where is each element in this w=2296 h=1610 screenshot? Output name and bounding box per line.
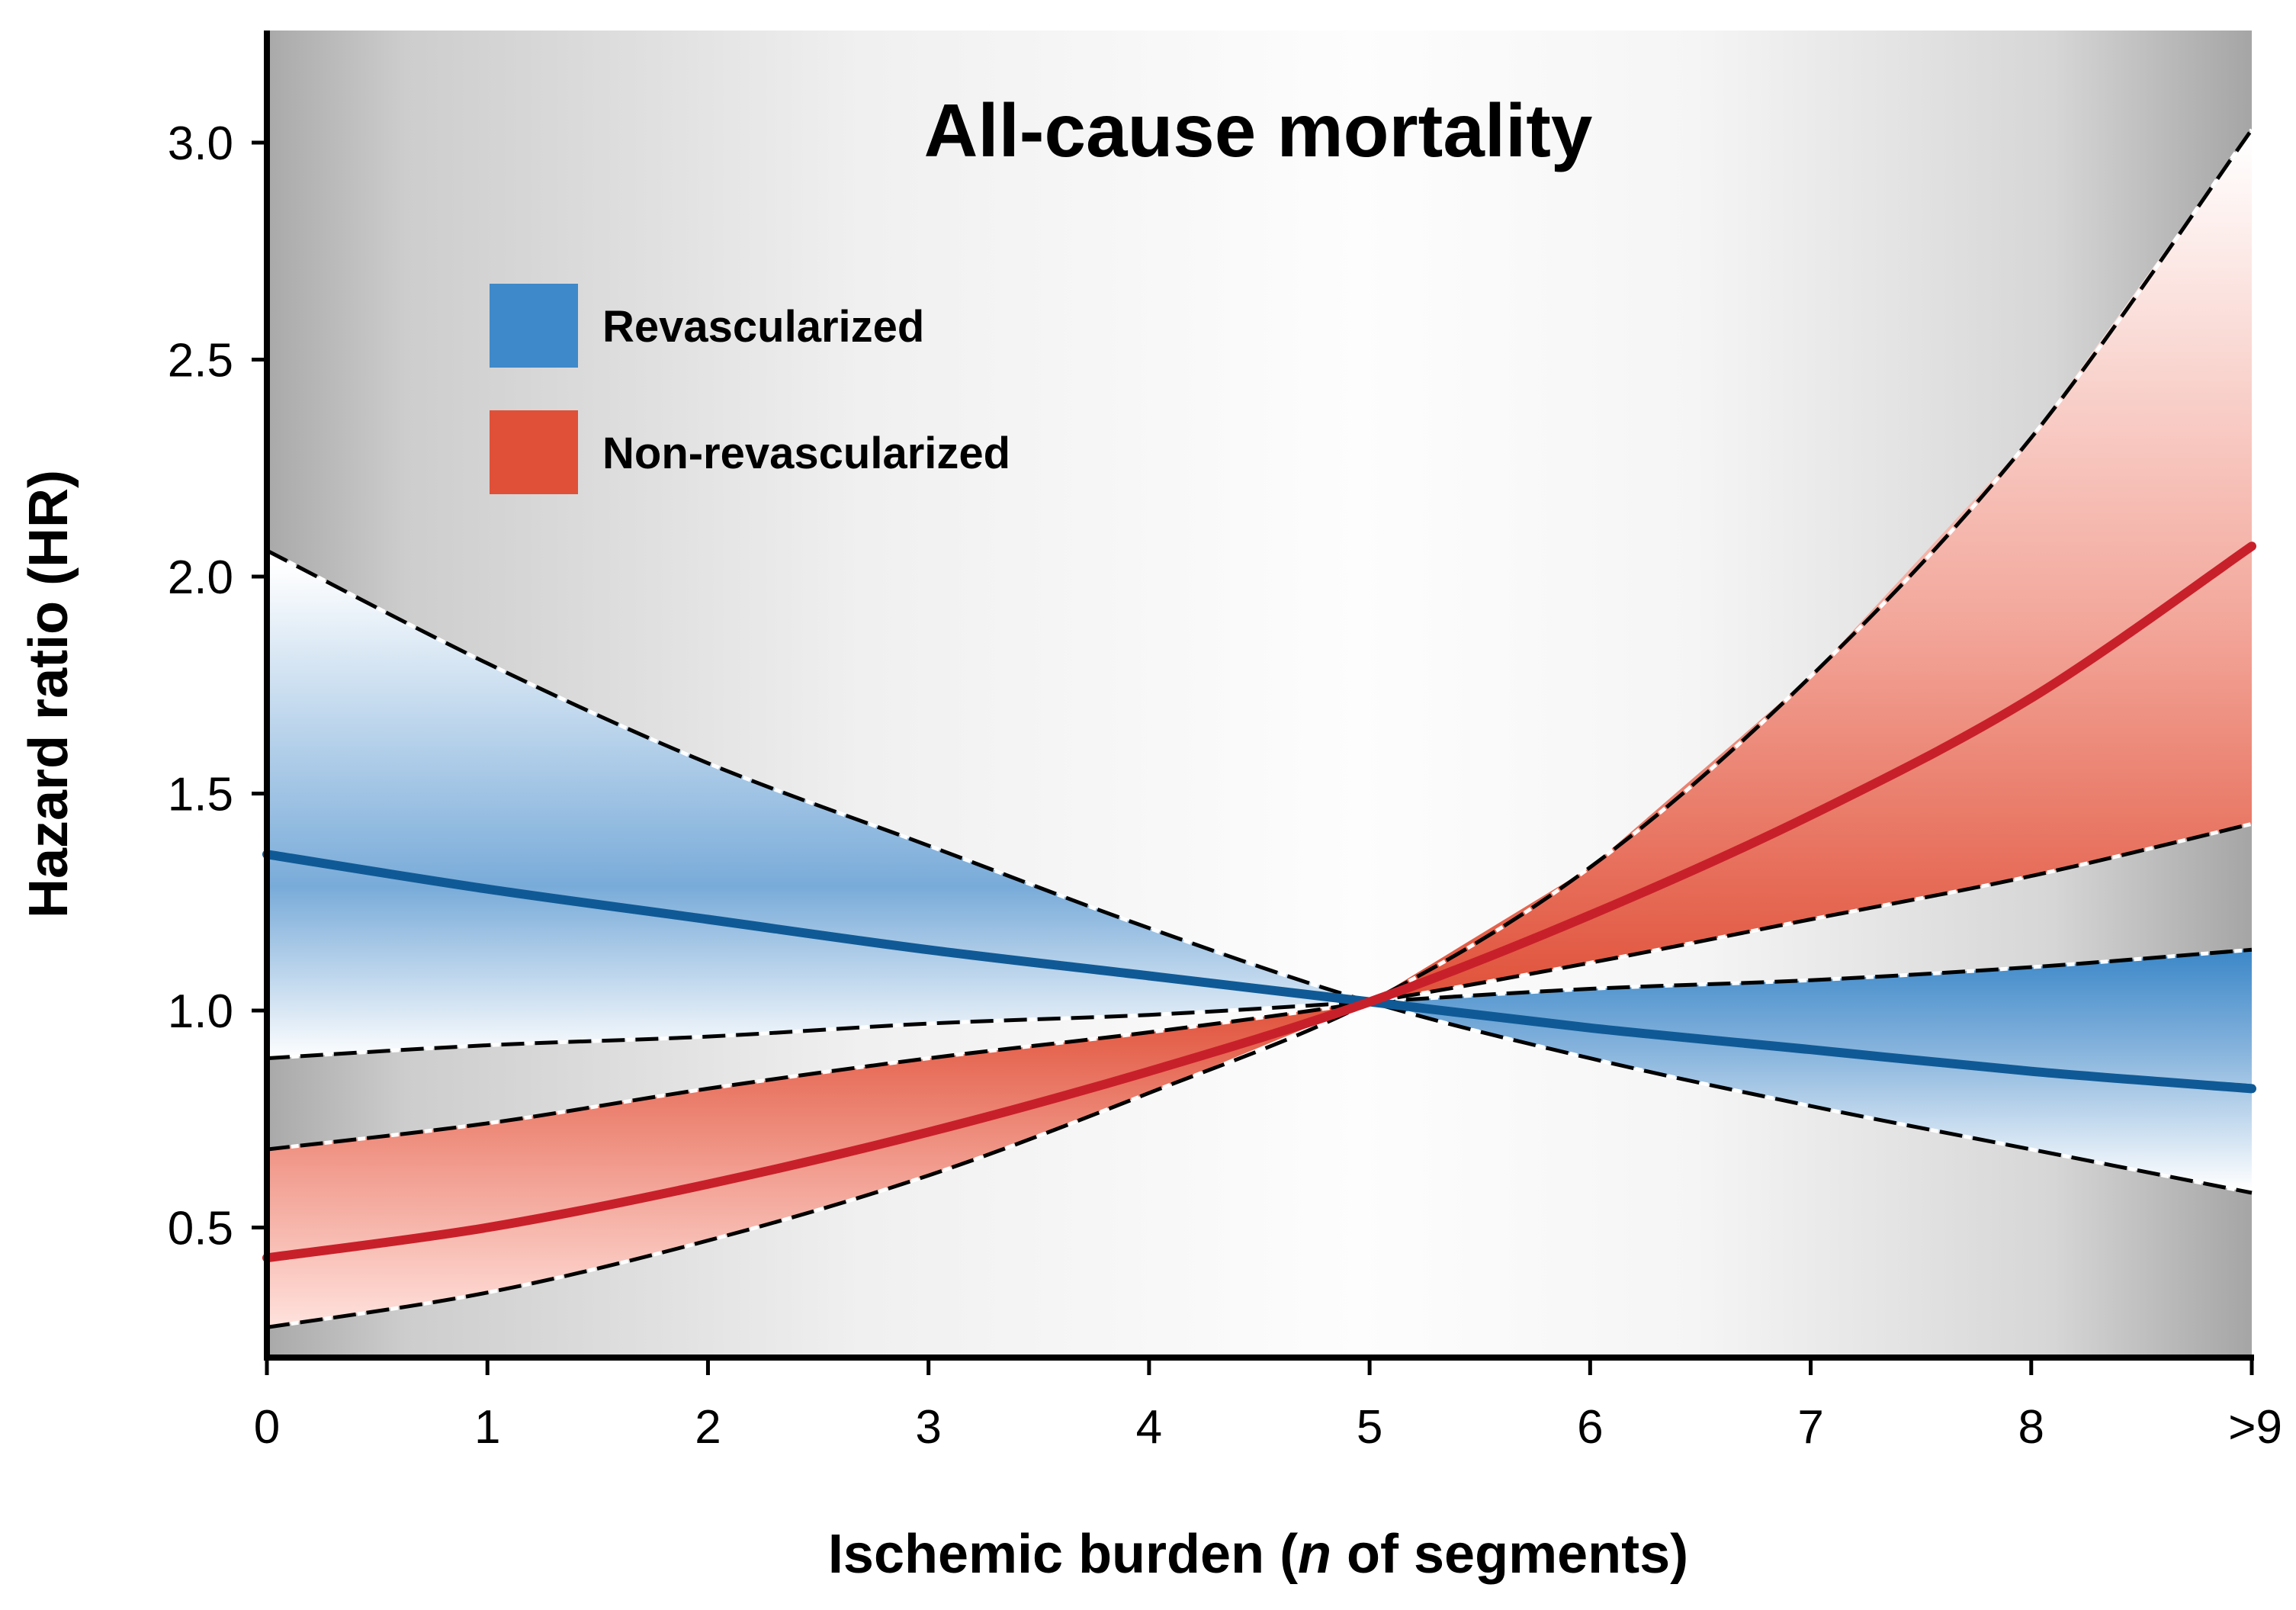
y-tick-label: 3.0: [168, 117, 233, 170]
x-tick-label: 0: [254, 1401, 280, 1454]
x-tick-label: 6: [1577, 1401, 1603, 1454]
confidence-interval-lines: [265, 128, 2254, 1329]
x-tick-label: 7: [1797, 1401, 1823, 1454]
x-axis-title-italic: n: [1298, 1524, 1331, 1585]
x-tick-label: 3: [915, 1401, 941, 1454]
ci-line-highlight-revascularized-lower: [266, 947, 2253, 1061]
ci-line-non-revascularized-upper: [266, 128, 2254, 1329]
y-tick-label: 1.0: [168, 985, 233, 1038]
x-tick-label: 8: [2018, 1401, 2044, 1454]
ci-band-non-revascularized-right: [1370, 129, 2252, 1002]
ci-line-revascularized-lower: [266, 947, 2253, 1061]
chart-title: All-cause mortality: [924, 88, 1593, 172]
y-tick-label: 1.5: [168, 769, 233, 821]
ci-line-revascularized-upper: [265, 548, 2253, 1195]
x-ticks: 0 1 2 3 4 5 6 7 8 >9: [254, 1358, 2282, 1454]
x-tick-label: 2: [695, 1401, 721, 1454]
legend-label-non-revascularized: Non-revascularized: [602, 429, 1010, 478]
x-tick-label: 1: [474, 1401, 500, 1454]
x-axis-title: Ischemic burden (n of segments): [828, 1524, 1688, 1585]
legend: Revascularized Non-revascularized: [490, 284, 1010, 494]
hr-line-revascularized: [262, 850, 2256, 1094]
hr-line-non-revascularized: [262, 541, 2256, 1263]
y-tick-label: 2.5: [168, 335, 233, 387]
ci-band-revascularized-right: [1370, 950, 2252, 1193]
x-axis-title-end: of segments): [1331, 1524, 1688, 1585]
x-tick-label: >9: [2228, 1401, 2282, 1454]
y-tick-label: 0.5: [168, 1203, 233, 1255]
y-ticks: 0.5 1.0 1.5 2.0 2.5 3.0: [168, 117, 267, 1255]
ci-line-highlight-revascularized-upper: [265, 548, 2253, 1195]
ci-line-highlight-non-revascularized-lower: [266, 821, 2253, 1152]
legend-swatch-non-revascularized: [490, 410, 578, 494]
y-axis-title: Hazard ratio (HR): [18, 470, 79, 918]
hazard-ratio-lines: [262, 541, 2256, 1263]
x-tick-label: 4: [1136, 1401, 1162, 1454]
y-tick-label: 2.0: [168, 551, 233, 604]
x-axis-title-main: Ischemic burden (: [828, 1524, 1298, 1585]
legend-swatch-revascularized: [490, 284, 578, 368]
x-tick-label: 5: [1357, 1401, 1382, 1454]
ci-band-revascularized-left: [267, 550, 1370, 1059]
legend-label-revascularized: Revascularized: [602, 302, 924, 352]
